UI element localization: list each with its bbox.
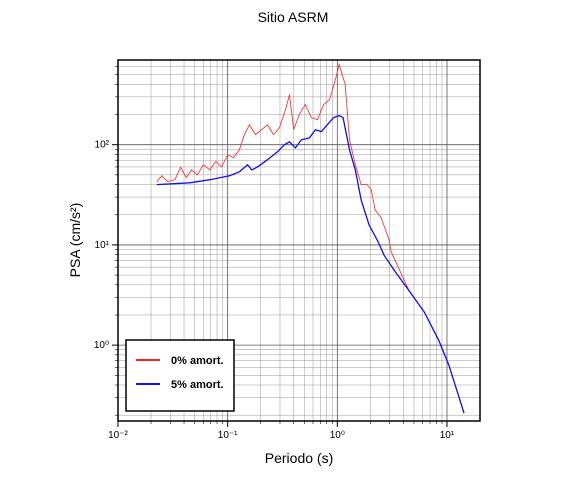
x-tick-label: 10⁻² [108, 430, 128, 441]
chart-title: Sitio ASRM [258, 9, 329, 25]
legend-box [125, 339, 235, 412]
y-tick-label: 10⁰ [94, 340, 109, 351]
x-tick-label: 10¹ [440, 430, 455, 441]
legend-label: 5% amort. [171, 379, 224, 391]
x-axis-label: Periodo (s) [265, 450, 333, 466]
y-axis-label: PSA (cm/s²) [67, 203, 83, 278]
series-line [156, 62, 465, 414]
x-tick-label: 10⁻¹ [218, 430, 238, 441]
series-line [156, 114, 465, 414]
y-tick-label: 10² [95, 140, 110, 151]
plot-frame [117, 59, 481, 422]
x-tick-label: 10⁰ [330, 430, 345, 441]
legend-label: 0% amort. [171, 355, 224, 367]
y-tick-label: 10¹ [95, 240, 110, 251]
